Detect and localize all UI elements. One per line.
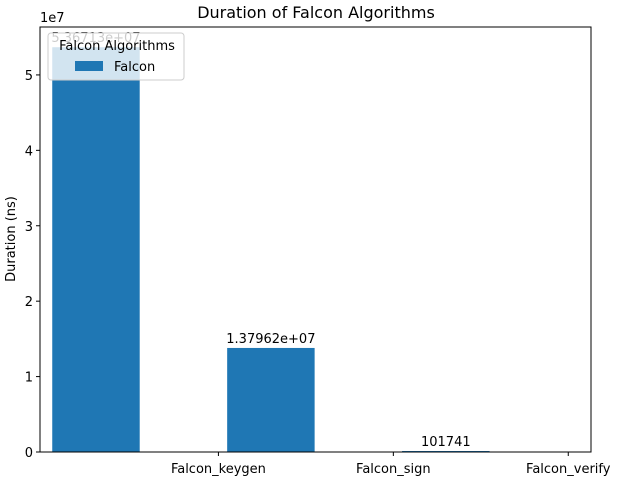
x-tick-label: Falcon_verify [526,462,611,477]
legend-entry-label: Falcon [114,60,155,75]
y-tick-label: 4 [25,144,33,159]
y-tick-label: 0 [25,446,33,461]
legend-swatch [75,61,103,71]
y-tick-label: 5 [25,69,33,84]
x-tick-label: Falcon_keygen [171,462,266,477]
y-tick-label: 2 [25,295,33,310]
y-scale-label: 1e7 [40,11,65,26]
y-axis-label: Duration (ns) [4,196,19,282]
legend-title: Falcon Algorithms [59,39,175,54]
data-label-Falcon_sign: 1.37962e+07 [226,332,315,347]
chart-title: Duration of Falcon Algorithms [197,3,435,22]
bar-Falcon_keygen [52,47,140,452]
legend: Falcon Algorithms Falcon [47,32,185,81]
x-axis-ticks: Falcon_keygen Falcon_sign Falcon_verify [171,452,611,477]
data-label-Falcon_verify: 101741 [421,435,471,450]
y-tick-label: 3 [25,220,33,235]
bar-Falcon_sign [227,347,315,452]
y-axis-ticks: 0 1 2 3 4 5 [25,69,40,461]
bars-group [52,47,490,452]
plot-frame [39,26,592,453]
y-tick-label: 1 [25,371,33,386]
x-tick-label: Falcon_sign [356,462,431,477]
